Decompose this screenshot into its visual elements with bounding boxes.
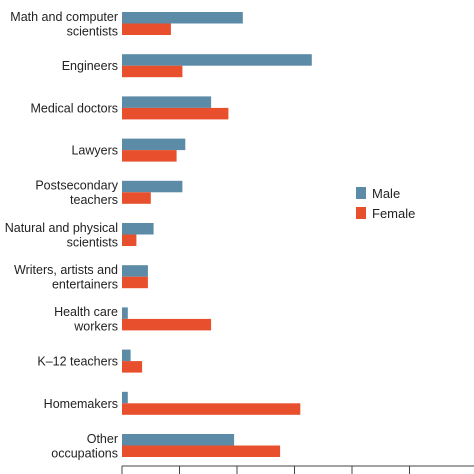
x-axis [121,465,474,474]
bar-female-2 [122,107,229,120]
legend-swatch-female [356,207,366,219]
legend: Male Female [356,186,415,221]
category-label: Health care [54,305,118,319]
bar-male-6 [122,265,148,277]
bar-male-0 [122,12,243,24]
bar-male-7 [122,307,128,319]
bar-male-5 [122,223,154,235]
bar-female-1 [122,65,183,78]
category-label: scientists [67,24,118,38]
bar-female-4 [122,192,151,204]
bar-female-7 [122,318,212,331]
category-label: occupations [51,446,118,460]
category-label: Engineers [62,59,118,73]
category-label: teachers [70,193,118,207]
category-label: Medical doctors [30,101,118,115]
category-label: entertainers [52,278,118,292]
legend-label-female: Female [372,206,415,221]
category-label: Homemakers [44,397,118,411]
legend-swatch-male [356,187,366,199]
bar-female-5 [122,234,137,246]
bar-male-3 [122,138,186,151]
legend-label-male: Male [372,186,400,201]
bar-male-10 [122,434,235,446]
bar-male-8 [122,349,131,362]
bars-group [122,12,312,457]
category-label: Writers, artists and [14,263,118,277]
category-label: Postsecondary [35,179,118,193]
category-label: Lawyers [71,144,118,158]
category-label: Other [87,432,118,446]
bar-female-10 [122,445,281,457]
bar-female-0 [122,23,171,35]
bar-female-8 [122,361,143,373]
bar-female-9 [122,403,301,415]
category-label: Math and computer [10,10,118,24]
bar-male-4 [122,180,183,193]
category-labels: Math and computerscientistsEngineersMedi… [5,10,119,460]
bar-male-2 [122,96,212,108]
category-label: Natural and physical [5,221,118,235]
category-label: scientists [67,235,118,249]
category-label: workers [73,320,118,334]
bar-male-1 [122,54,312,66]
bar-male-9 [122,391,128,404]
bar-female-6 [122,276,148,289]
category-label: K–12 teachers [37,355,118,369]
bar-female-3 [122,150,177,162]
